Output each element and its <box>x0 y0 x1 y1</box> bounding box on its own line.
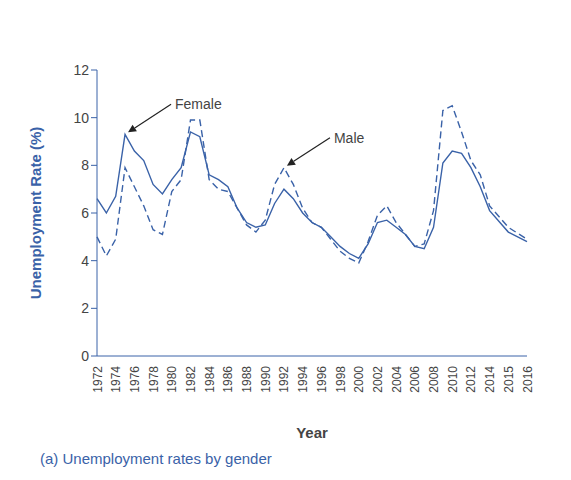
svg-text:0: 0 <box>81 348 89 364</box>
svg-text:8: 8 <box>81 157 89 173</box>
svg-text:2004: 2004 <box>390 366 404 393</box>
svg-text:6: 6 <box>81 205 89 221</box>
svg-text:12: 12 <box>73 62 89 78</box>
svg-text:1998: 1998 <box>334 366 348 393</box>
svg-text:2015: 2015 <box>502 366 516 393</box>
svg-text:Male: Male <box>334 130 365 146</box>
svg-text:1976: 1976 <box>128 366 142 393</box>
svg-text:Year: Year <box>296 424 328 440</box>
svg-text:10: 10 <box>73 110 89 126</box>
html-text:(a) Unemployment rates by gend: (a) Unemployment rates by gender <box>40 450 272 467</box>
svg-text:1990: 1990 <box>259 366 273 393</box>
svg-text:1972: 1972 <box>91 366 105 393</box>
svg-text:1980: 1980 <box>165 366 179 393</box>
svg-text:1996: 1996 <box>315 366 329 393</box>
svg-text:2016: 2016 <box>521 366 535 393</box>
svg-text:2010: 2010 <box>446 366 460 393</box>
svg-text:Unemployment Rate (%): Unemployment Rate (%) <box>27 127 44 300</box>
svg-text:2006: 2006 <box>408 366 422 393</box>
svg-text:2008: 2008 <box>427 366 441 393</box>
svg-text:2012: 2012 <box>464 366 478 393</box>
svg-text:1988: 1988 <box>240 366 254 393</box>
svg-text:1994: 1994 <box>296 366 310 393</box>
svg-text:1992: 1992 <box>277 366 291 393</box>
svg-text:2014: 2014 <box>483 366 497 393</box>
svg-text:1984: 1984 <box>203 366 217 393</box>
svg-text:1974: 1974 <box>109 366 123 393</box>
svg-text:2002: 2002 <box>371 366 385 393</box>
svg-text:Female: Female <box>175 96 222 112</box>
svg-text:1986: 1986 <box>221 366 235 393</box>
svg-text:2: 2 <box>81 300 89 316</box>
svg-text:1978: 1978 <box>147 366 161 393</box>
svg-text:4: 4 <box>81 253 89 269</box>
svg-text:2000: 2000 <box>352 366 366 393</box>
svg-text:1982: 1982 <box>184 366 198 393</box>
